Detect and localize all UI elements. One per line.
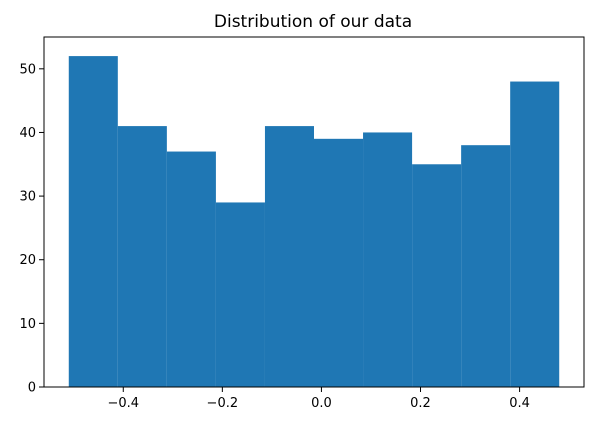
y-tick-label: 10 bbox=[19, 317, 36, 332]
y-axis-ticks: 0 10 20 30 40 50 bbox=[19, 62, 44, 396]
histogram-bar-9 bbox=[510, 81, 560, 387]
x-tick-label: 0.4 bbox=[509, 396, 530, 411]
histogram-bar-7 bbox=[412, 164, 462, 387]
histogram-bar-3 bbox=[215, 202, 265, 387]
histogram-bar-0 bbox=[68, 56, 118, 387]
plot-frame bbox=[43, 36, 585, 388]
histogram-bar-5 bbox=[314, 138, 364, 387]
y-tick-label: 40 bbox=[19, 126, 36, 141]
y-tick-label: 30 bbox=[19, 190, 36, 205]
x-axis-ticks: −0.4 −0.2 0.0 0.2 0.4 bbox=[107, 387, 530, 411]
y-tick-label: 50 bbox=[19, 62, 36, 77]
y-tick-label: 0 bbox=[28, 381, 36, 396]
x-tick-label: −0.4 bbox=[107, 396, 139, 411]
x-tick-label: 0.2 bbox=[410, 396, 431, 411]
histogram-bars bbox=[68, 56, 560, 387]
chart-title: Distribution of our data bbox=[214, 12, 412, 32]
x-tick-label: −0.2 bbox=[207, 396, 239, 411]
y-tick-label: 20 bbox=[19, 253, 36, 268]
histogram-bar-8 bbox=[461, 145, 511, 387]
histogram-bar-6 bbox=[363, 132, 413, 387]
x-tick-label: 0.0 bbox=[311, 396, 332, 411]
histogram-bar-4 bbox=[264, 126, 314, 387]
histogram-bar-2 bbox=[166, 151, 216, 387]
histogram-bar-1 bbox=[117, 126, 167, 387]
